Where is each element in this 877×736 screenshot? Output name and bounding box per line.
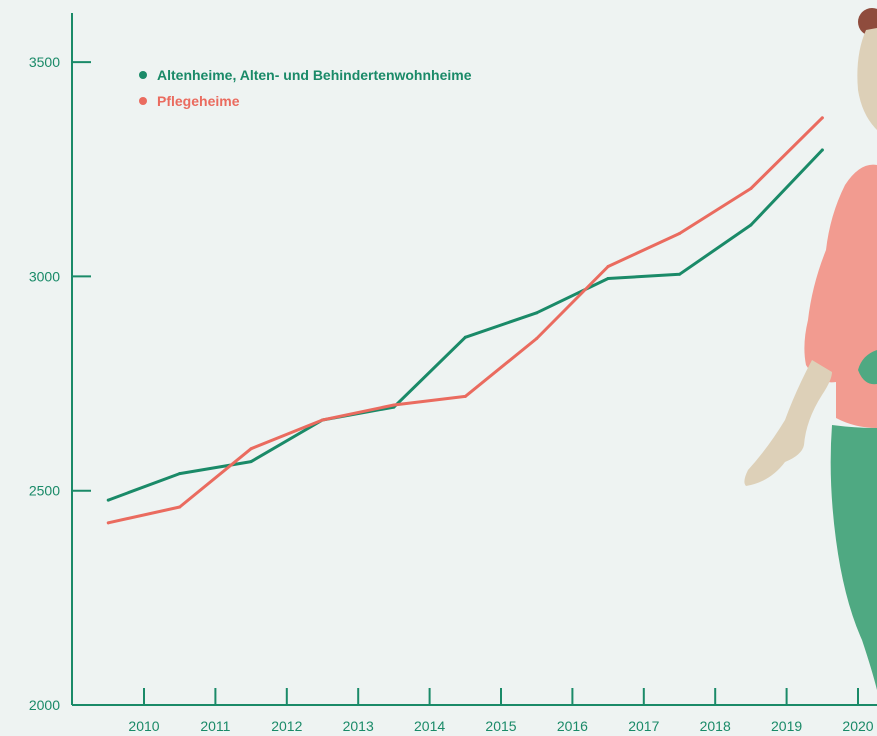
- axes: [71, 13, 877, 706]
- data-point-0-7: [606, 277, 610, 281]
- shirt-shape: [804, 164, 877, 428]
- hand-shape: [858, 350, 877, 385]
- data-point-0-10: [820, 148, 824, 152]
- data-point-0-9: [749, 223, 753, 227]
- legend-label: Pflegeheime: [157, 93, 240, 109]
- series-lines: [106, 116, 824, 525]
- x-ticks: 2010 2011 2012 2013 2014 2015 2016 2017 2018 2019…: [128, 688, 874, 734]
- data-point-0-2: [249, 460, 253, 464]
- head-shape: [857, 28, 877, 130]
- data-point-1-9: [749, 187, 753, 191]
- x-tick-label: 2020: [842, 718, 873, 734]
- legend: Altenheime, Alten- und Behindertenwohnhe…: [139, 67, 472, 109]
- x-tick-label: 2016: [557, 718, 588, 734]
- x-tick-label: 2015: [485, 718, 516, 734]
- y-tick-label: 2000: [29, 697, 60, 713]
- data-point-0-0: [106, 498, 110, 502]
- data-point-1-0: [106, 521, 110, 525]
- y-tick-label: 3000: [29, 268, 60, 284]
- data-point-1-5: [463, 394, 467, 398]
- data-point-0-5: [463, 335, 467, 339]
- data-point-1-7: [606, 265, 610, 269]
- series-line-1: [106, 116, 824, 525]
- data-point-1-3: [321, 418, 324, 422]
- x-tick-label: 2010: [128, 718, 159, 734]
- series-line-0: [106, 148, 824, 502]
- data-point-1-10: [820, 116, 824, 120]
- x-tick-label: 2017: [628, 718, 659, 734]
- legend-label: Altenheime, Alten- und Behindertenwohnhe…: [157, 67, 472, 83]
- data-point-0-1: [178, 472, 182, 476]
- data-point-1-8: [678, 232, 681, 236]
- person-illustration: [744, 8, 877, 690]
- x-tick-label: 2011: [200, 718, 230, 734]
- y-tick-label: 3500: [29, 54, 60, 70]
- data-point-1-4: [392, 403, 396, 407]
- x-tick-label: 2012: [271, 718, 302, 734]
- y-ticks: 2000 2500 3000 3500: [29, 54, 91, 713]
- data-point-1-1: [178, 505, 182, 509]
- data-point-1-6: [535, 337, 539, 341]
- x-tick-label: 2014: [414, 718, 445, 734]
- data-point-0-6: [535, 311, 539, 315]
- data-point-1-2: [249, 447, 253, 451]
- y-tick-label: 2500: [29, 483, 60, 499]
- trousers-shape: [830, 425, 877, 690]
- data-point-0-8: [678, 272, 681, 276]
- legend-swatch: [139, 71, 147, 79]
- x-tick-label: 2019: [771, 718, 802, 734]
- legend-swatch: [139, 97, 147, 105]
- x-tick-label: 2018: [700, 718, 731, 734]
- arm-shape: [744, 360, 832, 486]
- x-tick-label: 2013: [343, 718, 374, 734]
